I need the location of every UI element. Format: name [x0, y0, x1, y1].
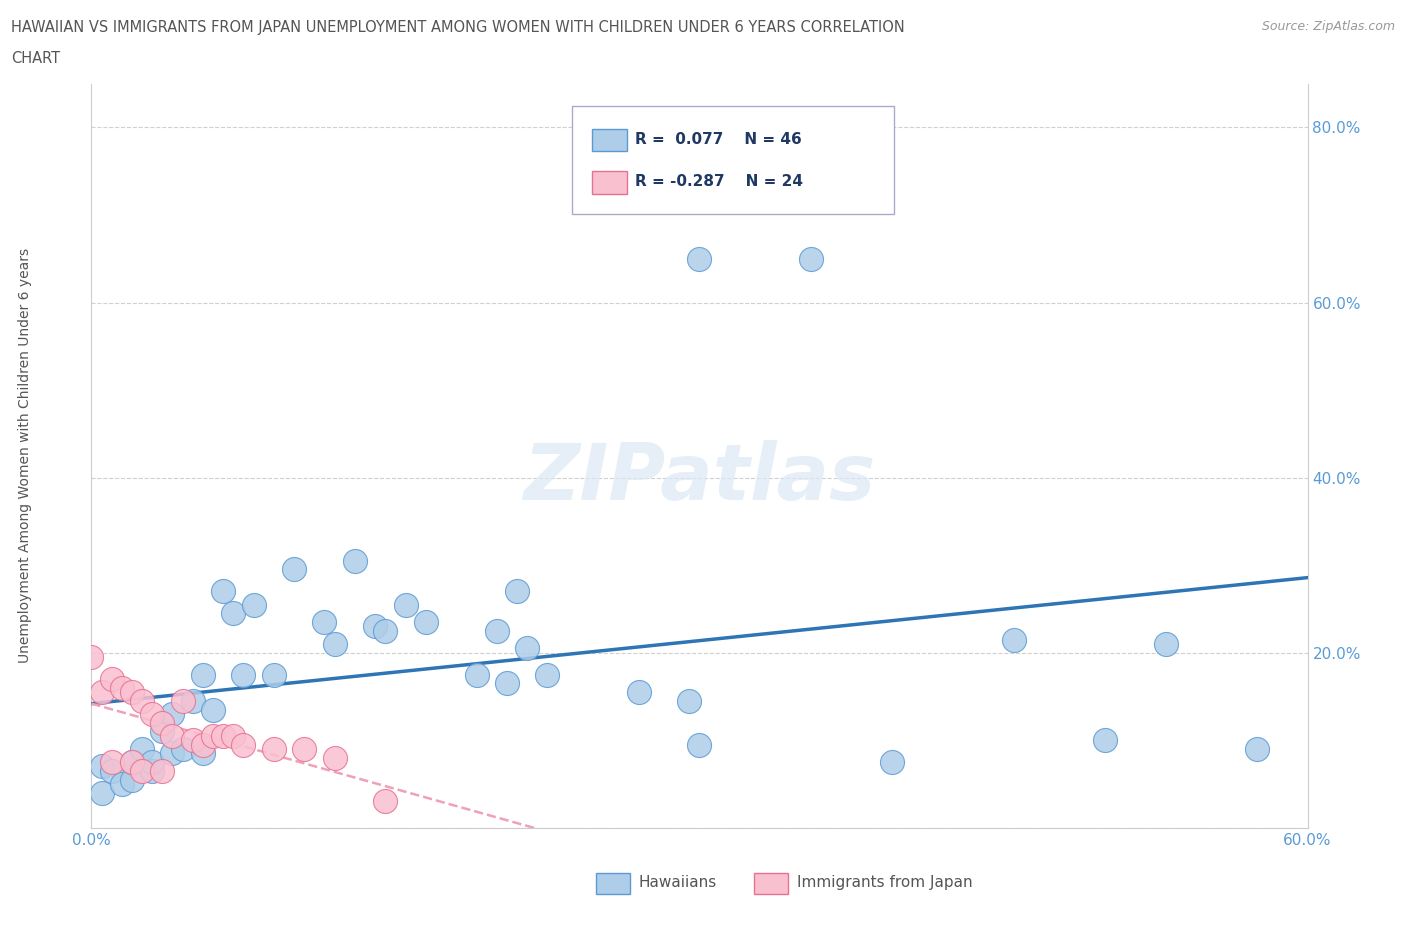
- Point: [90, 759, 112, 774]
- Point: [150, 724, 173, 738]
- Text: ZIPatlas: ZIPatlas: [523, 440, 876, 516]
- Point: [202, 728, 225, 743]
- Point: [141, 754, 163, 769]
- Point: [485, 623, 508, 638]
- Point: [181, 694, 204, 709]
- Point: [415, 615, 437, 630]
- Point: [323, 636, 346, 651]
- Point: [100, 764, 122, 778]
- Point: [688, 737, 710, 752]
- Text: HAWAIIAN VS IMMIGRANTS FROM JAPAN UNEMPLOYMENT AMONG WOMEN WITH CHILDREN UNDER 6: HAWAIIAN VS IMMIGRANTS FROM JAPAN UNEMPL…: [11, 20, 905, 35]
- Point: [141, 764, 163, 778]
- Point: [131, 694, 153, 709]
- Point: [1154, 636, 1177, 651]
- Point: [111, 680, 134, 695]
- Text: Unemployment Among Women with Children Under 6 years: Unemployment Among Women with Children U…: [18, 248, 32, 663]
- Point: [172, 741, 194, 756]
- Point: [212, 584, 235, 599]
- Point: [1094, 733, 1116, 748]
- Point: [374, 623, 396, 638]
- Text: CHART: CHART: [11, 51, 60, 66]
- Point: [232, 667, 254, 682]
- Point: [202, 702, 225, 717]
- Bar: [592, 171, 627, 193]
- Point: [121, 754, 143, 769]
- Point: [100, 754, 122, 769]
- Point: [314, 615, 336, 630]
- Text: Immigrants from Japan: Immigrants from Japan: [797, 875, 973, 890]
- Point: [111, 777, 134, 791]
- Bar: [596, 873, 630, 894]
- Bar: [754, 873, 789, 894]
- FancyBboxPatch shape: [572, 106, 894, 214]
- Point: [222, 605, 245, 620]
- Point: [1002, 632, 1025, 647]
- Point: [162, 746, 184, 761]
- Point: [121, 754, 143, 769]
- Point: [283, 562, 305, 577]
- Text: Source: ZipAtlas.com: Source: ZipAtlas.com: [1261, 20, 1395, 33]
- Point: [150, 715, 173, 730]
- Point: [191, 667, 214, 682]
- Point: [90, 684, 112, 699]
- Point: [678, 694, 700, 709]
- Text: R =  0.077    N = 46: R = 0.077 N = 46: [636, 132, 801, 147]
- Point: [100, 671, 122, 686]
- Point: [343, 553, 366, 568]
- Text: R = -0.287    N = 24: R = -0.287 N = 24: [636, 175, 803, 190]
- Bar: [592, 129, 627, 152]
- Point: [465, 667, 488, 682]
- Point: [212, 728, 235, 743]
- Point: [131, 741, 153, 756]
- Point: [232, 737, 254, 752]
- Point: [394, 597, 416, 612]
- Point: [263, 667, 285, 682]
- Point: [121, 684, 143, 699]
- Point: [263, 741, 285, 756]
- Point: [191, 737, 214, 752]
- Point: [150, 764, 173, 778]
- Point: [162, 707, 184, 722]
- Point: [121, 772, 143, 787]
- Point: [374, 794, 396, 809]
- Point: [516, 641, 538, 656]
- Point: [1246, 741, 1268, 756]
- Point: [688, 251, 710, 266]
- Point: [292, 741, 315, 756]
- Point: [800, 251, 823, 266]
- Point: [536, 667, 558, 682]
- Point: [880, 754, 903, 769]
- Point: [506, 584, 529, 599]
- Point: [364, 619, 387, 634]
- Text: Hawaiians: Hawaiians: [638, 875, 717, 890]
- Point: [323, 751, 346, 765]
- Point: [181, 733, 204, 748]
- Point: [191, 746, 214, 761]
- Point: [80, 649, 103, 664]
- Point: [627, 684, 650, 699]
- Point: [131, 764, 153, 778]
- Point: [242, 597, 264, 612]
- Point: [222, 728, 245, 743]
- Point: [172, 694, 194, 709]
- Point: [496, 676, 519, 691]
- Point: [141, 707, 163, 722]
- Point: [162, 728, 184, 743]
- Point: [90, 785, 112, 800]
